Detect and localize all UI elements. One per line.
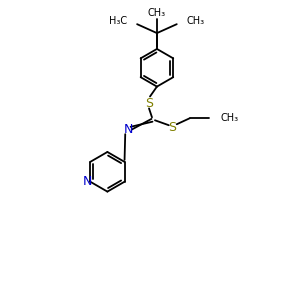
Text: S: S [168, 121, 176, 134]
Text: H₃C: H₃C [109, 16, 127, 26]
Text: CH₃: CH₃ [220, 113, 238, 123]
Text: CH₃: CH₃ [187, 16, 205, 26]
Text: CH₃: CH₃ [148, 8, 166, 18]
Text: N: N [82, 175, 92, 188]
Text: N: N [124, 123, 133, 136]
Text: S: S [145, 97, 153, 110]
